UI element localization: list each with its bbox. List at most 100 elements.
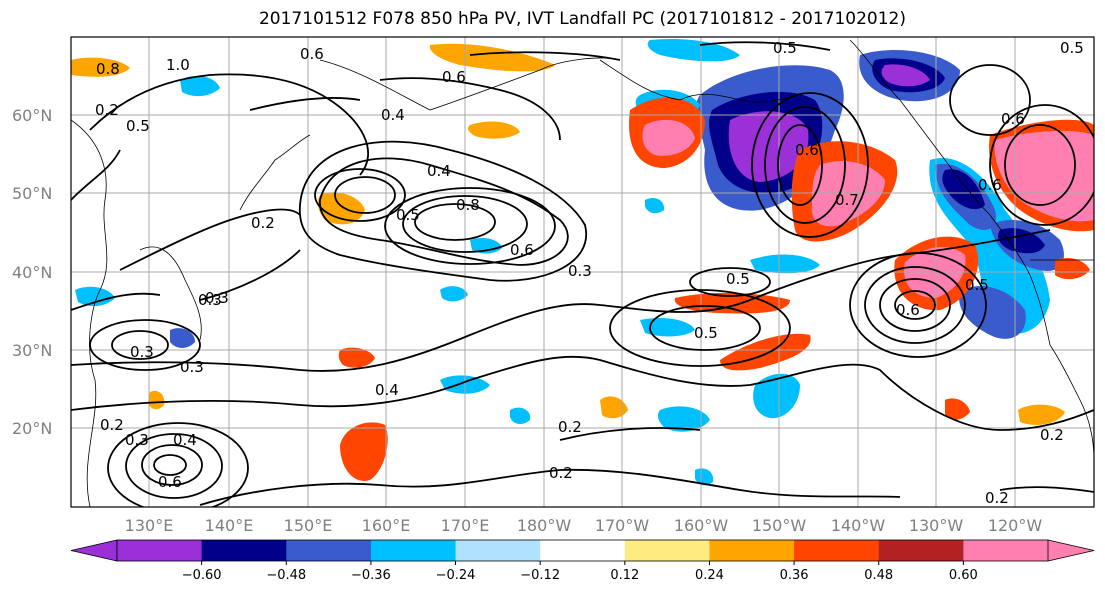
lon-label: 160°W (674, 516, 729, 535)
lon-label: 140°W (831, 516, 886, 535)
map-frame (70, 36, 1095, 508)
contour-label: 0.6 (1001, 110, 1025, 128)
colorbar-bin (624, 540, 710, 561)
colorbar-tick-label: 0.60 (949, 568, 978, 583)
contour-label: 0.2 (95, 101, 119, 119)
negative-anomaly (959, 286, 1026, 339)
negative-anomaly (440, 286, 468, 302)
negative-anomaly (657, 406, 710, 432)
lat-label: 50°N (12, 184, 52, 203)
colorbar-bin (370, 540, 457, 561)
negative-anomaly (753, 373, 800, 419)
lat-label: 30°N (12, 341, 52, 360)
colorbar-tick-label: −0.12 (520, 568, 560, 583)
positive-anomaly (1055, 258, 1090, 280)
positive-anomaly (1018, 404, 1065, 425)
contour-label: 0.6 (300, 45, 324, 63)
contour-label: 0.7 (835, 191, 859, 209)
map-panel: 0.8 1.0 0.6 0.6 0.5 0.5 0.4 0.2 0.5 0.4 … (71, 37, 1094, 507)
contour-label: 0.4 (375, 381, 399, 399)
contour-label: 1.0 (166, 56, 190, 74)
lon-label: 180°W (517, 516, 572, 535)
contour-label: 0.6 (795, 141, 819, 159)
colorbar-bin (117, 540, 203, 561)
colorbar: −0.60 −0.48 −0.36 −0.24 −0.12 0.12 0.24 0.36 0.4… (70, 539, 1095, 583)
colorbar-bin (286, 540, 372, 561)
contour-label: 0.6 (158, 473, 182, 491)
lon-label: 170°W (595, 516, 650, 535)
contour-label: 0.6 (978, 176, 1002, 194)
latitude-labels: 60°N 50°N 40°N 30°N 20°N (12, 106, 52, 438)
colorbar-tick-label: −0.48 (266, 568, 306, 583)
contour-label: 0.2 (549, 464, 573, 482)
negative-anomaly (170, 328, 195, 348)
contour-label-group: 0.8 1.0 0.6 0.6 0.5 0.5 0.4 0.2 0.5 0.4 … (95, 39, 1084, 507)
lat-label: 40°N (12, 263, 52, 282)
contour-label: 0.2 (100, 416, 124, 434)
contour-label: 0.6 (510, 241, 534, 259)
contour-label: 0.3 (180, 358, 204, 376)
positive-anomaly (467, 121, 520, 139)
colorbar-extend-high (1047, 539, 1095, 562)
positive-anomaly (317, 192, 365, 225)
positive-anomaly (71, 57, 130, 77)
contour-label: 0.6 (896, 301, 920, 319)
positive-anomaly (340, 422, 388, 481)
contour-label: 0.4 (173, 431, 197, 449)
map-title: 2017101512 F078 850 hPa PV, IVT Landfall… (258, 9, 906, 29)
contour-label: 0.8 (96, 60, 120, 78)
negative-anomaly (180, 75, 220, 97)
colorbar-tick-label: −0.60 (182, 568, 222, 583)
negative-anomaly (75, 286, 115, 307)
contour-label: 0.5 (694, 324, 718, 342)
lon-label: 130°W (909, 516, 964, 535)
negative-anomaly (750, 254, 820, 274)
contour-label: 0.5 (965, 276, 989, 294)
positive-anomaly (429, 43, 555, 72)
contour-label: 0.2 (251, 214, 275, 232)
colorbar-bin (794, 540, 880, 561)
colorbar-bin (878, 540, 964, 561)
colorbar-tick-label: −0.36 (351, 568, 391, 583)
negative-anomaly (510, 407, 531, 424)
pv-contours (71, 41, 1094, 507)
lon-label: 140°E (205, 516, 254, 535)
negative-anomaly (881, 64, 930, 87)
contour-label: 0.3 (130, 343, 154, 361)
colorbar-tick-label: −0.24 (436, 568, 476, 583)
colorbar-tick-label: 0.36 (780, 568, 809, 583)
negative-anomaly (942, 169, 985, 210)
positive-anomaly (945, 398, 970, 420)
lat-label: 20°N (12, 419, 52, 438)
contour-label: 0.5 (1060, 39, 1084, 57)
negative-anomaly (640, 318, 695, 337)
contour-label: 0.3 (205, 289, 229, 307)
lon-label: 160°E (362, 516, 411, 535)
contour-label: 0.5 (396, 206, 420, 224)
colorbar-bin (455, 540, 541, 561)
negative-anomaly (998, 228, 1045, 254)
contour-label: 0.3 (198, 291, 222, 309)
negative-anomaly (647, 38, 740, 62)
colorbar-bin (709, 540, 795, 561)
contour-label: 0.4 (381, 106, 405, 124)
positive-anomaly (338, 347, 375, 368)
positive-anomaly (148, 390, 165, 410)
coastlines (71, 39, 1094, 507)
lon-label: 120°W (988, 516, 1043, 535)
positive-anomaly (642, 119, 695, 156)
contour-label: 0.2 (558, 418, 582, 436)
contour-label: 0.3 (568, 262, 592, 280)
lat-label: 60°N (12, 106, 52, 125)
colorbar-tick-label: 0.12 (610, 568, 639, 583)
contour-label: 0.8 (456, 196, 480, 214)
pv-shading (71, 38, 1094, 486)
colorbar-frame (116, 539, 1049, 562)
colorbar-bin (540, 540, 626, 561)
lon-label: 150°E (284, 516, 333, 535)
contour-label: 0.2 (1040, 426, 1064, 444)
lon-label: 170°E (441, 516, 490, 535)
contour-label: 0.3 (125, 431, 149, 449)
contour-label: 0.5 (773, 39, 797, 57)
